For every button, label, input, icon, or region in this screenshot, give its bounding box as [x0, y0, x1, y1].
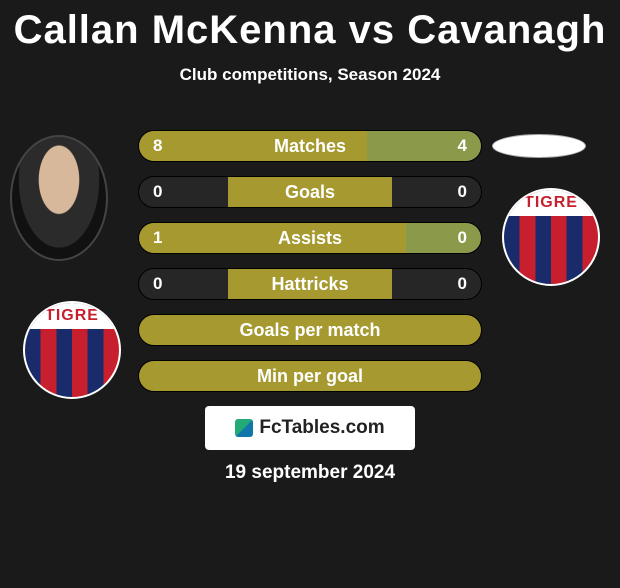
page-title: Callan McKenna vs Cavanagh	[0, 8, 620, 53]
player1-photo	[10, 135, 108, 261]
page-subtitle: Club competitions, Season 2024	[0, 65, 620, 85]
stat-label: Goals per match	[139, 315, 481, 345]
stat-label: Hattricks	[139, 269, 481, 299]
player2-crest	[502, 188, 600, 286]
stat-label: Min per goal	[139, 361, 481, 391]
stat-row-assists: 10Assists	[138, 222, 482, 254]
stat-label: Goals	[139, 177, 481, 207]
stats-container: 84Matches 00Goals 10Assists 00Hattricks Goal…	[138, 130, 482, 406]
player1-crest	[23, 301, 121, 399]
fctables-badge: FcTables.com	[205, 406, 415, 450]
snapshot-date: 19 september 2024	[0, 462, 620, 484]
stat-row-min-per-goal: Min per goal	[138, 360, 482, 392]
stat-row-goals: 00Goals	[138, 176, 482, 208]
fctables-icon	[235, 419, 253, 437]
stat-label: Assists	[139, 223, 481, 253]
stat-row-matches: 84Matches	[138, 130, 482, 162]
stat-row-hattricks: 00Hattricks	[138, 268, 482, 300]
fctables-text: FcTables.com	[259, 417, 384, 439]
stat-label: Matches	[139, 131, 481, 161]
stat-row-goals-per-match: Goals per match	[138, 314, 482, 346]
player2-photo	[492, 134, 586, 158]
